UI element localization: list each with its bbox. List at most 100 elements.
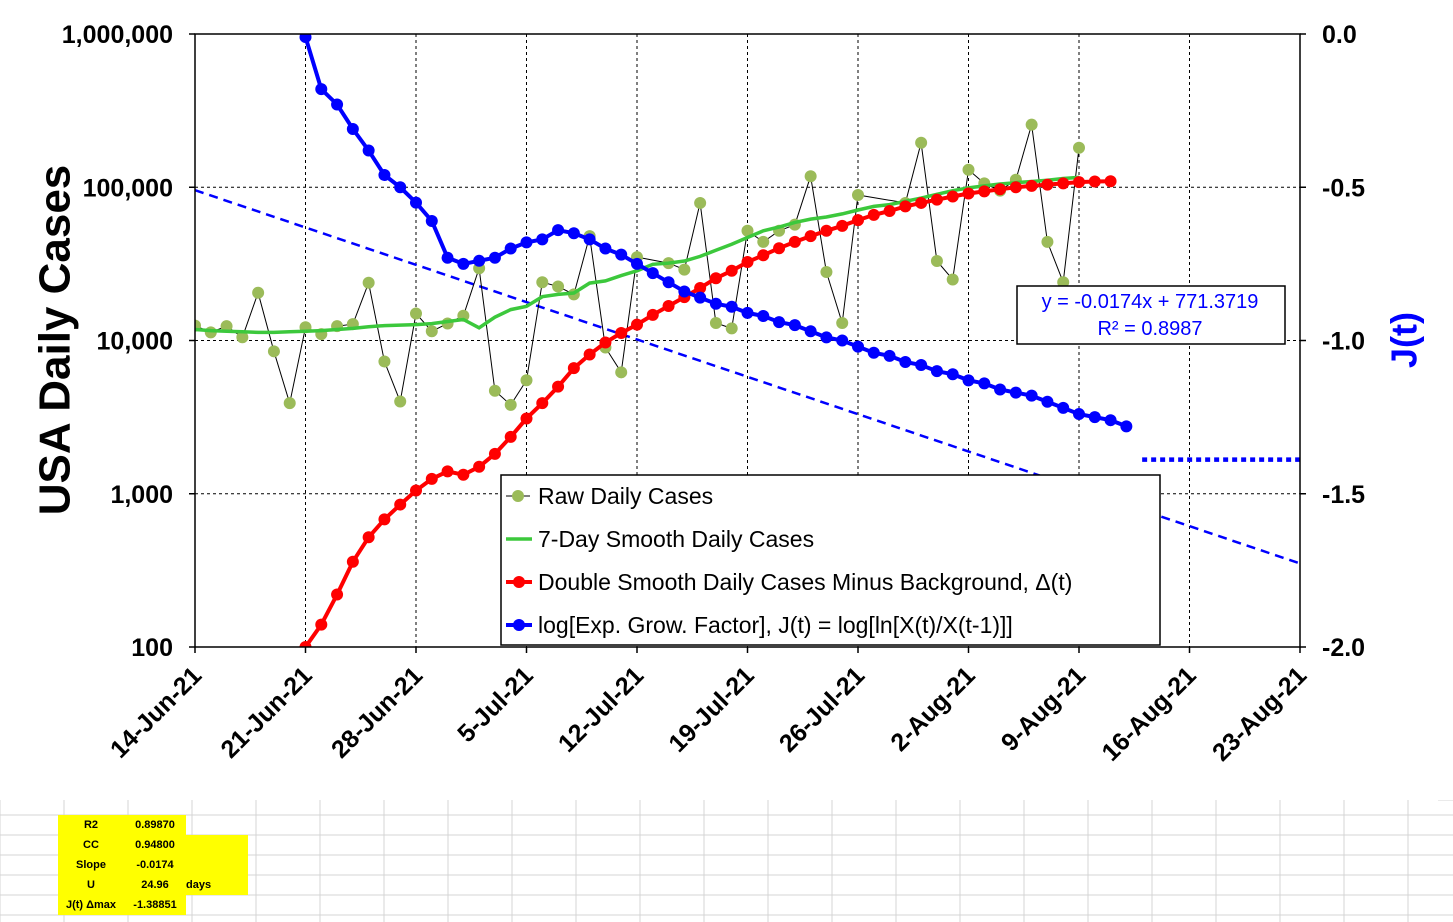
data-point xyxy=(852,189,864,202)
data-point xyxy=(1073,141,1085,154)
data-point xyxy=(662,276,675,289)
legend-label: Raw Daily Cases xyxy=(538,483,713,509)
data-point xyxy=(978,185,991,198)
data-point xyxy=(820,265,833,278)
series-line xyxy=(195,175,1080,335)
x-tick-label: 21-Jun-21 xyxy=(215,661,317,763)
data-point xyxy=(315,618,328,631)
data-point xyxy=(725,264,738,277)
data-point xyxy=(930,255,943,268)
data-point xyxy=(504,242,517,255)
data-point xyxy=(915,359,928,372)
data-point xyxy=(836,317,849,330)
data-point xyxy=(1041,178,1054,191)
data-point xyxy=(378,513,391,526)
trendline-r-squared: R² = 0.8987 xyxy=(1097,318,1202,340)
data-point xyxy=(441,251,454,264)
stats-value: -0.0174 xyxy=(124,855,186,875)
stats-unit xyxy=(186,895,248,915)
y-tick-label: 1,000,000 xyxy=(62,21,173,49)
data-point xyxy=(536,276,549,289)
data-point xyxy=(1088,175,1101,188)
data-point xyxy=(473,460,486,473)
legend-swatch-marker xyxy=(513,576,525,588)
stats-row: R2 0.89870 xyxy=(58,815,248,835)
data-point xyxy=(725,322,738,335)
data-point xyxy=(867,346,880,359)
data-point xyxy=(567,227,580,240)
stats-unit xyxy=(186,835,248,855)
data-point xyxy=(994,183,1007,196)
data-point xyxy=(709,317,722,330)
data-point xyxy=(410,196,422,209)
data-point xyxy=(1009,181,1022,194)
data-point xyxy=(820,331,833,344)
x-tick-label: 12-Jul-21 xyxy=(553,661,650,758)
data-point xyxy=(488,251,501,264)
legend-label: log[Exp. Grow. Factor], J(t) = log[ln[X(… xyxy=(538,612,1013,638)
data-point xyxy=(1073,176,1085,189)
data-point xyxy=(583,348,596,361)
stats-label: R2 xyxy=(58,815,124,835)
legend-label: 7-Day Smooth Daily Cases xyxy=(538,526,814,552)
y2-tick-label: -2.0 xyxy=(1322,634,1365,662)
stats-unit xyxy=(186,855,248,875)
data-point xyxy=(946,190,959,203)
data-point xyxy=(741,256,754,269)
data-point xyxy=(978,377,991,390)
data-point xyxy=(315,83,328,96)
stats-label: Slope xyxy=(58,855,124,875)
legend-swatch-marker xyxy=(513,619,525,631)
data-point xyxy=(1057,177,1070,190)
data-point xyxy=(741,306,754,319)
data-point xyxy=(441,465,454,478)
data-point xyxy=(552,224,565,237)
data-point xyxy=(694,282,707,295)
stats-table: R2 0.89870 CC 0.94800 Slope -0.0174 U 24.96 days… xyxy=(58,815,248,915)
plot-area-border xyxy=(194,33,1301,648)
data-point xyxy=(631,318,643,331)
data-point xyxy=(962,163,975,176)
stats-value: 0.89870 xyxy=(124,815,186,835)
data-point xyxy=(631,257,643,270)
data-point xyxy=(378,168,391,181)
y2-tick-label: 0.0 xyxy=(1322,21,1357,49)
stats-row: Slope -0.0174 xyxy=(58,855,248,875)
data-point xyxy=(1025,118,1038,131)
y-tick-label: 100 xyxy=(131,634,173,662)
data-point xyxy=(220,320,233,333)
data-point xyxy=(646,308,659,321)
y2-tick-label: -0.5 xyxy=(1322,174,1365,202)
stats-row: U 24.96 days xyxy=(58,875,248,895)
data-point xyxy=(552,280,565,293)
data-point xyxy=(331,98,344,111)
series-layer xyxy=(195,34,1300,647)
data-point xyxy=(836,219,849,232)
data-point xyxy=(788,235,801,248)
data-point xyxy=(504,430,517,443)
y-tick-label: 1,000 xyxy=(110,481,173,509)
stats-label: CC xyxy=(58,835,124,855)
data-point xyxy=(394,395,407,408)
y-axis-title: USA Daily Cases xyxy=(31,165,80,516)
data-point xyxy=(867,208,880,221)
data-point xyxy=(899,200,912,213)
x-tick-label: 28-Jun-21 xyxy=(326,661,428,763)
data-point xyxy=(552,380,565,393)
legend-label: Double Smooth Daily Cases Minus Backgrou… xyxy=(538,569,1072,595)
data-point xyxy=(694,196,707,209)
stats-unit: days xyxy=(186,875,248,895)
x-tick-label: 26-Jul-21 xyxy=(774,661,871,758)
data-point xyxy=(899,355,912,368)
y2-tick-label: -1.5 xyxy=(1322,481,1365,509)
stats-row: J(t) Δmax -1.38851 xyxy=(58,895,248,915)
data-point xyxy=(267,345,280,358)
data-point xyxy=(757,309,770,322)
data-point xyxy=(678,285,691,298)
data-point xyxy=(1025,179,1038,192)
series-3 xyxy=(299,34,1133,433)
data-point xyxy=(883,349,896,362)
data-point xyxy=(615,248,628,261)
data-point xyxy=(930,365,943,378)
data-point xyxy=(520,236,533,249)
